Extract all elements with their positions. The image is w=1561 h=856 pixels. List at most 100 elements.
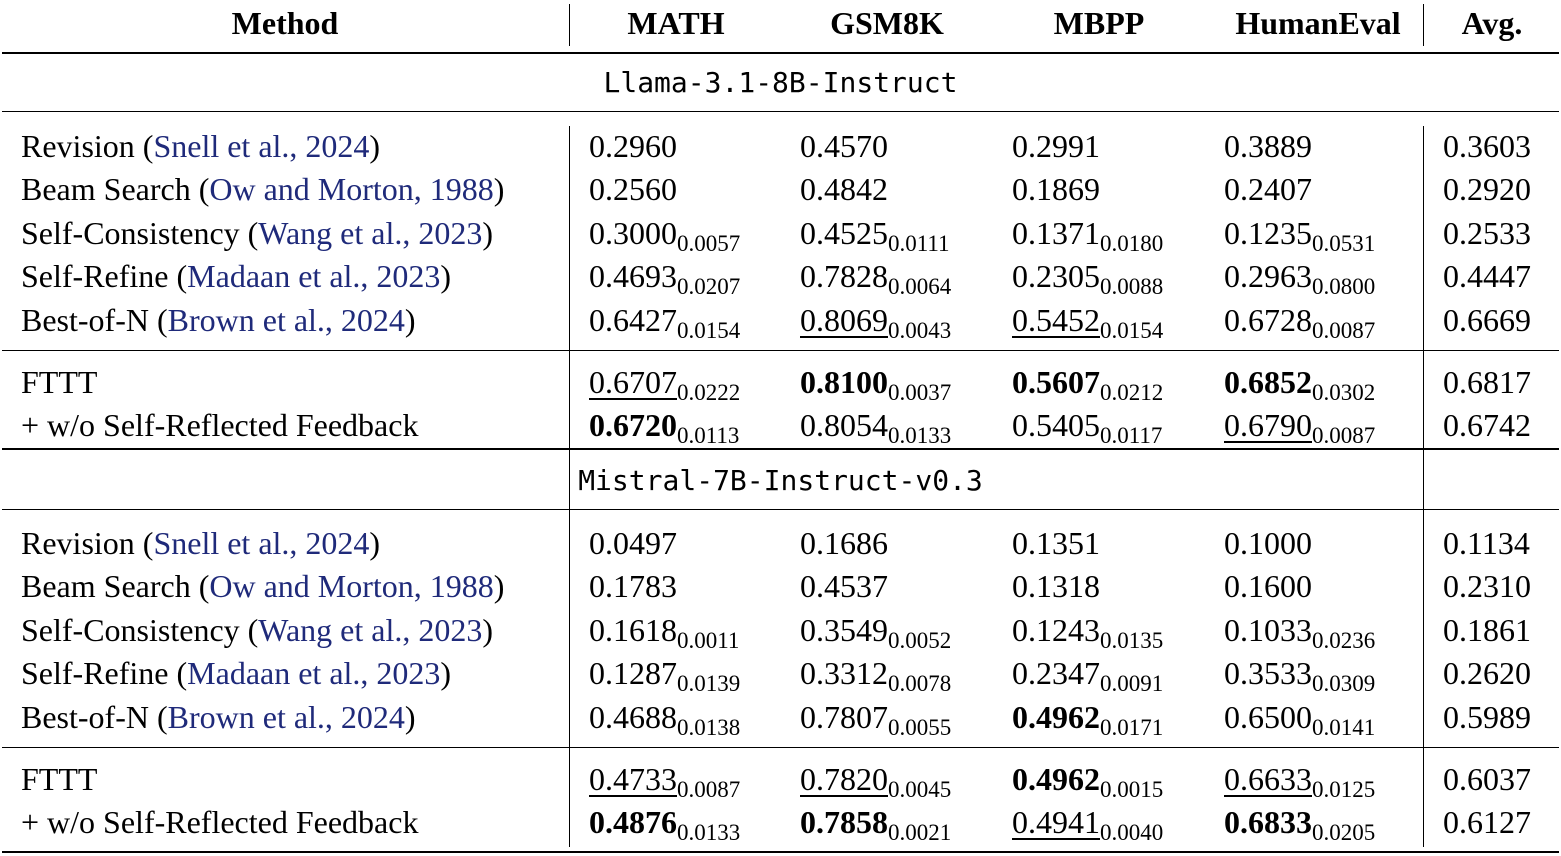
score-value: 0.5452 [1012,302,1100,338]
score-cell: 0.23050.0088 [1012,254,1163,298]
method-label: FTTT [21,761,98,797]
std-dev: 0.0087 [1312,423,1376,448]
std-dev: 0.0154 [1100,318,1164,343]
score-value: 0.8100 [800,364,888,400]
score-cell: 0.54050.0117 [1012,403,1162,447]
method-name: FTTT [21,360,97,404]
avg-cell: 0.2533 [1443,215,1531,251]
std-dev: 0.0091 [1100,671,1164,696]
score-cell: 0.13710.0180 [1012,211,1163,255]
std-dev: 0.0064 [888,274,952,299]
citation-close-paren: ) [493,171,505,207]
score-cell: 0.46930.0207 [589,254,740,298]
score-cell: 0.23470.0091 [1012,651,1163,695]
citation-link[interactable]: Snell et al., 2024 [153,525,370,561]
score-value: 0.4525 [800,215,888,251]
score-cell: 0.30000.0057 [589,211,740,255]
method-label: Self-Refine ( [21,258,188,294]
table-row: Beam Search (Ow and Morton, 1988) 0.2560 0… [0,167,1561,211]
avg-cell: 0.6817 [1443,364,1531,400]
score-cell: 0.1783 [589,564,677,608]
score-cell: 0.3889 [1224,124,1312,168]
table-row: Best-of-N (Brown et al., 2024) 0.64270.01… [0,298,1561,342]
header-method: Method [231,5,339,41]
std-dev: 0.0205 [1312,820,1376,845]
table-row: + w/o Self-Reflected Feedback 0.67200.011… [0,403,1561,447]
table-row: FTTT 0.67070.0222 0.81000.0037 0.56070.0212… [0,360,1561,404]
std-dev: 0.0111 [888,231,950,256]
rule-model1 [2,111,1559,113]
std-dev: 0.0057 [677,231,741,256]
method-name: + w/o Self-Reflected Feedback [21,403,418,447]
std-dev: 0.0052 [888,628,952,653]
citation-link[interactable]: Ow and Morton, 1988 [209,171,494,207]
score-value: 0.6720 [589,407,677,443]
citation-link[interactable]: Brown et al., 2024 [167,302,405,338]
method-label: FTTT [21,364,98,400]
std-dev: 0.0800 [1312,274,1376,299]
score-cell: 0.4537 [800,564,888,608]
vrule-s1-left [569,126,571,570]
score-value: 0.6852 [1224,364,1312,400]
score-value: 0.5607 [1012,364,1100,400]
method-name: Best-of-N (Brown et al., 2024) [21,695,416,739]
method-label: Beam Search ( [21,171,210,207]
citation-close-paren: ) [482,215,493,251]
std-dev: 0.0139 [677,671,741,696]
score-cell: 0.4570 [800,124,888,168]
score-value: 0.1000 [1224,525,1312,561]
std-dev: 0.0154 [677,318,741,343]
avg-cell: 0.6127 [1443,804,1531,840]
method-name: Revision (Snell et al., 2024) [21,124,380,168]
method-name: Self-Consistency (Wang et al., 2023) [21,608,493,652]
citation-link[interactable]: Wang et al., 2023 [258,215,483,251]
score-cell: 0.80690.0043 [800,298,951,342]
std-dev: 0.0133 [888,423,952,448]
header-math: MATH [627,5,725,41]
citation-close-paren: ) [369,525,381,561]
score-cell: 0.67200.0113 [589,403,739,447]
method-name: Best-of-N (Brown et al., 2024) [21,298,416,342]
vrule-s2-right [1423,523,1425,847]
citation-link[interactable]: Snell et al., 2024 [153,128,370,164]
std-dev: 0.0309 [1312,671,1376,696]
std-dev: 0.0212 [1100,380,1164,405]
score-value: 0.6633 [1224,761,1312,797]
score-value: 0.7807 [800,699,888,735]
score-value: 0.3549 [800,612,888,648]
score-value: 0.4941 [1012,804,1100,840]
citation-close-paren: ) [404,302,416,338]
score-cell: 0.0497 [589,521,677,565]
std-dev: 0.0302 [1312,380,1376,405]
header-avg: Avg. [1461,5,1523,41]
std-dev: 0.0037 [888,380,952,405]
citation-link[interactable]: Madaan et al., 2023 [187,655,441,691]
score-value: 0.4693 [589,258,677,294]
avg-cell: 0.1134 [1443,525,1530,561]
score-cell: 0.35330.0309 [1224,651,1375,695]
method-name: FTTT [21,757,97,801]
header-gsm8k: GSM8K [830,5,944,41]
score-cell: 0.78200.0045 [800,757,951,801]
vrule-s1-right [1423,126,1425,570]
score-value: 0.2963 [1224,258,1312,294]
table-row: Self-Refine (Madaan et al., 2023) 0.12870… [0,651,1561,695]
score-value: 0.1243 [1012,612,1100,648]
header-mbpp: MBPP [1053,5,1145,41]
score-value: 0.2960 [589,128,677,164]
method-label: Beam Search ( [21,568,210,604]
score-value: 0.1618 [589,612,677,648]
citation-link[interactable]: Madaan et al., 2023 [187,258,441,294]
citation-link[interactable]: Brown et al., 2024 [167,699,405,735]
citation-link[interactable]: Ow and Morton, 1988 [209,568,494,604]
score-cell: 0.46880.0138 [589,695,740,739]
score-cell: 0.1000 [1224,521,1312,565]
rule-ours2 [2,747,1559,749]
score-cell: 0.1318 [1012,564,1100,608]
method-label: Revision ( [21,525,154,561]
citation-link[interactable]: Wang et al., 2023 [258,612,483,648]
method-name: Self-Refine (Madaan et al., 2023) [21,254,451,298]
score-value: 0.6500 [1224,699,1312,735]
score-value: 0.4733 [589,761,677,797]
table-row: FTTT 0.47330.0087 0.78200.0045 0.49620.0015… [0,757,1561,801]
